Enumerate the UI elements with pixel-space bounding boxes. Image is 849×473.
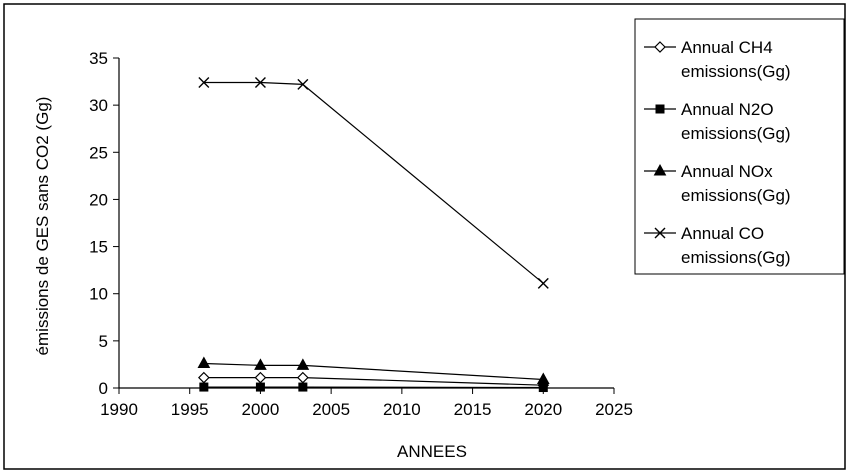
legend-item-4: Annual CO emissions(Gg) <box>644 224 791 267</box>
series-2 <box>199 382 548 393</box>
x-tick-label: 2015 <box>454 400 492 419</box>
y-tick-label: 5 <box>99 332 108 351</box>
x-tick-label: 2020 <box>524 400 562 419</box>
x-tick-label: 1995 <box>171 400 209 419</box>
series-3 <box>197 356 550 385</box>
data-point <box>297 78 309 90</box>
x-marker-stroke <box>254 77 266 89</box>
x-tick-label: 2025 <box>595 400 633 419</box>
x-tick-label: 2005 <box>312 400 350 419</box>
y-tick-label: 15 <box>89 238 108 257</box>
legend-swatch-marker <box>654 227 666 239</box>
data-point <box>536 372 550 385</box>
legend-item-2: Annual N2O emissions(Gg) <box>644 100 791 143</box>
y-tick-label: 10 <box>89 285 108 304</box>
y-tick-label: 0 <box>99 379 108 398</box>
y-tick-label: 20 <box>89 190 108 209</box>
x-tick-label: 1990 <box>100 400 138 419</box>
y-axis-title: émissions de GES sans CO2 (Gg) <box>33 97 52 356</box>
legend-swatch-marker <box>654 41 666 53</box>
legend-swatch-marker <box>653 163 667 176</box>
y-tick-label: 30 <box>89 96 108 115</box>
series-4 <box>198 77 549 289</box>
x-axis-title: ANNEES <box>397 442 467 461</box>
legend-label-line1: Annual CO <box>681 224 764 243</box>
legend-label-line1: Annual CH4 <box>681 38 773 57</box>
x-marker-stroke <box>198 77 210 89</box>
series-line <box>203 362 544 381</box>
legend-box <box>634 18 845 275</box>
series-line <box>203 377 544 386</box>
legend-label-line2: emissions(Gg) <box>681 248 791 267</box>
data-point <box>197 356 211 368</box>
data-point <box>254 77 266 89</box>
y-tick-label: 35 <box>89 49 108 68</box>
x-marker-stroke <box>537 277 549 289</box>
data-point <box>254 358 267 370</box>
data-point <box>537 277 549 289</box>
legend-label-line1: Annual NOx <box>681 162 773 181</box>
data-point <box>296 358 310 370</box>
data-point <box>199 382 209 392</box>
legend-label-line2: emissions(Gg) <box>681 62 791 81</box>
y-tick-label: 25 <box>89 143 108 162</box>
series-line <box>203 81 544 284</box>
legend-item-3: Annual NOx emissions(Gg) <box>644 162 791 205</box>
legend-item-1: Annual CH4 emissions(Gg) <box>644 38 791 81</box>
data-point <box>198 77 210 89</box>
legend: Annual CH4 emissions(Gg) Annual N2O emissio… <box>634 18 845 275</box>
x-marker-stroke <box>654 227 666 239</box>
data-point <box>538 383 548 393</box>
legend-label-line1: Annual N2O <box>681 100 774 119</box>
data-point <box>255 382 265 392</box>
legend-swatch-marker <box>655 104 665 114</box>
x-tick-label: 2000 <box>242 400 280 419</box>
x-marker-stroke <box>297 78 309 90</box>
x-tick-label: 2010 <box>383 400 421 419</box>
legend-label-line2: emissions(Gg) <box>681 186 791 205</box>
legend-label-line2: emissions(Gg) <box>681 124 791 143</box>
data-point <box>298 382 308 392</box>
